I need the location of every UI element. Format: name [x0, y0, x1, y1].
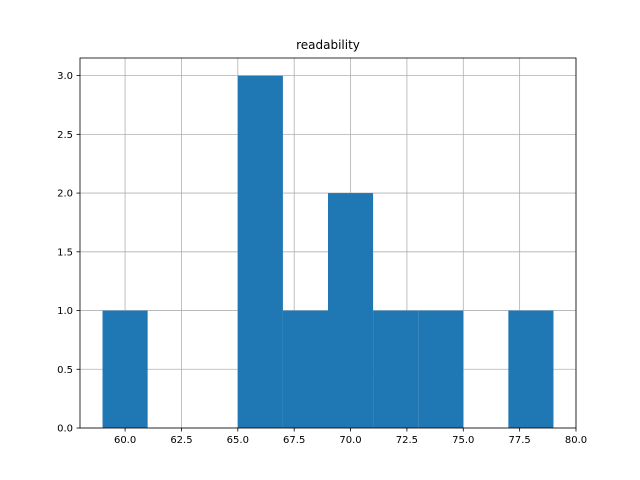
x-tick-label: 67.5 [283, 435, 305, 446]
chart-title: readability [296, 38, 360, 52]
x-tick-label: 77.5 [509, 435, 531, 446]
y-tick-label: 1.0 [57, 306, 73, 317]
x-tick-label: 65.0 [227, 435, 249, 446]
plot-frame [79, 57, 577, 429]
x-tick-label: 60.0 [114, 435, 136, 446]
y-tick-label: 2.5 [57, 130, 73, 141]
histogram-bar [102, 310, 148, 428]
x-tick-label: 72.5 [396, 435, 418, 446]
x-axis-ticks: 60.0 62.5 65.0 67.5 70.0 72.5 75.0 77.5 80.0 [114, 428, 587, 446]
histogram-bar [508, 310, 554, 428]
histogram-bar [237, 75, 283, 428]
y-tick-label: 0.5 [57, 365, 73, 376]
histogram-bar [373, 310, 419, 428]
y-tick-label: 2.0 [57, 189, 73, 200]
x-tick-label: 80.0 [565, 435, 587, 446]
x-tick-label: 75.0 [452, 435, 474, 446]
histogram-bar [282, 310, 328, 428]
y-axis-ticks: 0.0 0.5 1.0 1.5 2.0 2.5 3.0 [57, 71, 80, 435]
bars-layer [102, 75, 554, 428]
x-tick-label: 70.0 [339, 435, 361, 446]
y-tick-label: 1.5 [57, 247, 73, 258]
histogram-bar [328, 193, 374, 428]
y-tick-label: 0.0 [57, 424, 73, 435]
y-tick-label: 3.0 [57, 71, 73, 82]
x-tick-label: 62.5 [170, 435, 192, 446]
histogram-bar [418, 310, 464, 428]
